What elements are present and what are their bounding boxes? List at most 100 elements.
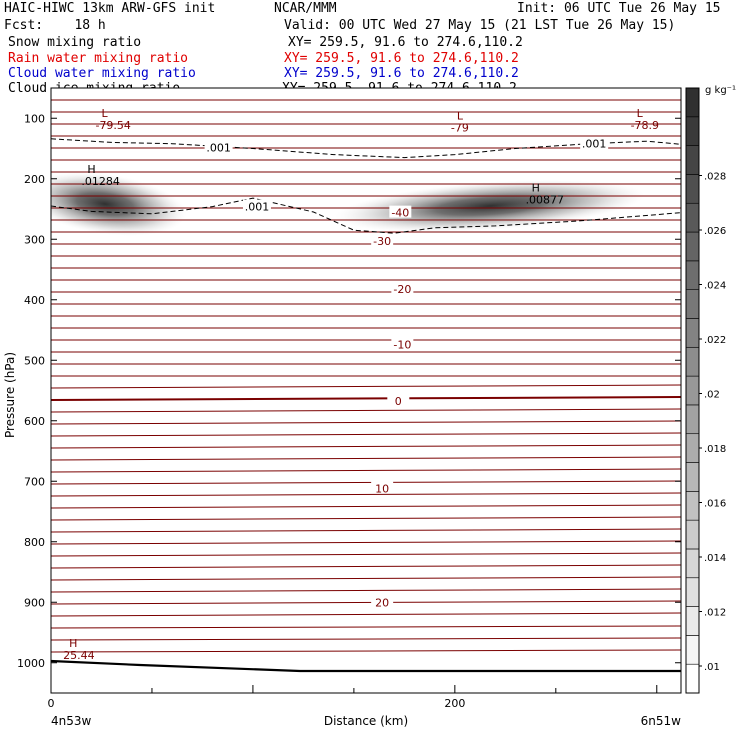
- colorbar: .01 .012 .014 .016 .018 .02 .022 .024 .026 .028: [685, 87, 726, 694]
- extremum-value: 25.44: [63, 649, 95, 662]
- colorbar-swatch: [685, 87, 700, 118]
- colorbar-swatch: [685, 404, 700, 435]
- colorbar-swatch: [685, 174, 700, 204]
- colorbar-unit: g kg⁻¹: [705, 85, 736, 96]
- colorbar-swatch: [685, 577, 700, 607]
- temperature-contour-label: -20: [393, 283, 411, 296]
- temperature-contour-label: -30: [373, 235, 391, 248]
- contour-label-bg: [391, 337, 414, 350]
- x-right-endpoint: 6n51w: [641, 714, 682, 728]
- colorbar-label: .028: [704, 172, 726, 183]
- colorbar-swatch: [685, 375, 700, 406]
- field-label-rain: Rain water mixing ratio: [8, 51, 189, 66]
- institution-label: NCAR/MMM: [274, 1, 337, 16]
- colorbar-label: .018: [704, 444, 726, 455]
- y-tick-label: 200: [24, 173, 45, 186]
- colorbar-swatch: [685, 318, 700, 348]
- extremum-value: -79: [451, 121, 469, 134]
- init-time: Init: 06 UTC Tue 26 May 15: [517, 1, 721, 16]
- contour-label-bg: [371, 595, 394, 608]
- colorbar-swatch: [685, 548, 700, 579]
- colorbar-swatch: [685, 663, 700, 694]
- colorbar-swatch: [685, 260, 700, 290]
- colorbar-label: .016: [704, 499, 726, 510]
- temperature-contour-label: 20: [375, 596, 389, 609]
- extremum-type: H: [532, 181, 540, 194]
- y-tick-label: 1000: [17, 657, 45, 670]
- field-label-snow: Snow mixing ratio: [8, 35, 142, 50]
- ice-label-bg: [204, 140, 233, 153]
- y-tick-label: 100: [24, 112, 45, 125]
- mixing-ratio-max-right: [335, 179, 645, 233]
- forecast-hour: Fcst: 18 h: [4, 18, 106, 33]
- temperature-contour-line: [51, 649, 681, 653]
- colorbar-swatch: [685, 231, 700, 262]
- extremum-type: H: [87, 163, 95, 176]
- colorbar-swatch: [685, 491, 700, 521]
- colorbar-label: .026: [704, 226, 726, 237]
- colorbar-label: .014: [704, 553, 726, 564]
- extremum-type: L: [457, 109, 464, 122]
- colorbar-label: .012: [704, 608, 726, 619]
- field-xy-rain: XY= 259.5, 91.6 to 274.6,110.2: [284, 51, 519, 66]
- colorbar-label: .01: [704, 662, 720, 673]
- temperature-contour-label: 0: [395, 395, 402, 408]
- colorbar-swatch: [685, 289, 700, 319]
- temperature-contour-label: -10: [393, 339, 411, 352]
- colorbar-swatch: [685, 346, 700, 377]
- colorbar-swatch: [685, 606, 700, 636]
- y-tick-label: 600: [24, 415, 45, 428]
- contour-label-bg: [391, 281, 414, 294]
- contour-label-bg: [387, 393, 410, 406]
- colorbar-label: .02: [704, 390, 720, 401]
- y-tick-label: 900: [24, 596, 45, 609]
- x-axis: 0 200: [48, 685, 658, 710]
- x-left-endpoint: 4n53w: [51, 714, 92, 728]
- colorbar-swatch: [685, 519, 700, 550]
- ice-contour-label: .001: [582, 138, 607, 151]
- ice-contour-label: .001: [206, 141, 231, 154]
- ice-contour-label: .001: [245, 201, 270, 214]
- temperature-contour-label: -40: [391, 207, 409, 220]
- extremum-value: .01284: [81, 175, 120, 188]
- field-xy-snow: XY= 259.5, 91.6 to 274.6,110.2: [288, 35, 523, 50]
- plot-border: [50, 87, 682, 694]
- x-tick-label: 0: [48, 697, 55, 710]
- field-label-cloud-water: Cloud water mixing ratio: [8, 66, 196, 81]
- extremum-value: -78.9: [631, 119, 659, 132]
- y-tick-label: 800: [24, 536, 45, 549]
- colorbar-border: [685, 87, 700, 694]
- y-tick-label: 500: [24, 354, 45, 367]
- field-xy-cloud-water: XY= 259.5, 91.6 to 274.6,110.2: [284, 66, 519, 81]
- temperature-contour-label: 10: [375, 483, 389, 496]
- contour-label-bg: [389, 205, 412, 218]
- colorbar-swatch: [685, 116, 700, 146]
- colorbar-swatch: [685, 635, 700, 665]
- colorbar-label: .024: [704, 281, 726, 292]
- y-tick-label: 700: [24, 475, 45, 488]
- ice-label-bg: [242, 199, 271, 212]
- extremum-value: .00877: [526, 193, 565, 206]
- ice-contour-lower-line: [51, 197, 681, 234]
- extremum-type: L: [101, 107, 108, 120]
- y-axis-title: Pressure (hPa): [3, 352, 17, 438]
- ice-label-bg: [580, 136, 609, 149]
- colorbar-swatch: [685, 145, 700, 175]
- extremum-type: H: [69, 637, 77, 650]
- colorbar-swatch: [685, 202, 700, 233]
- colorbar-swatch: [685, 433, 700, 463]
- temperature-contour-line: [51, 637, 681, 641]
- y-tick-label: 300: [24, 233, 45, 246]
- terrain-line: [51, 659, 681, 673]
- temperature-contour-line: [51, 396, 681, 402]
- y-tick-label: 400: [24, 294, 45, 307]
- valid-time: Valid: 00 UTC Wed 27 May 15 (21 LST Tue …: [284, 18, 676, 33]
- x-axis-title: Distance (km): [324, 714, 408, 728]
- temperature-contour-line: [51, 625, 681, 629]
- extremum-value: -79.54: [95, 119, 130, 132]
- colorbar-swatch: [685, 462, 700, 492]
- x-tick-label: 200: [444, 697, 465, 710]
